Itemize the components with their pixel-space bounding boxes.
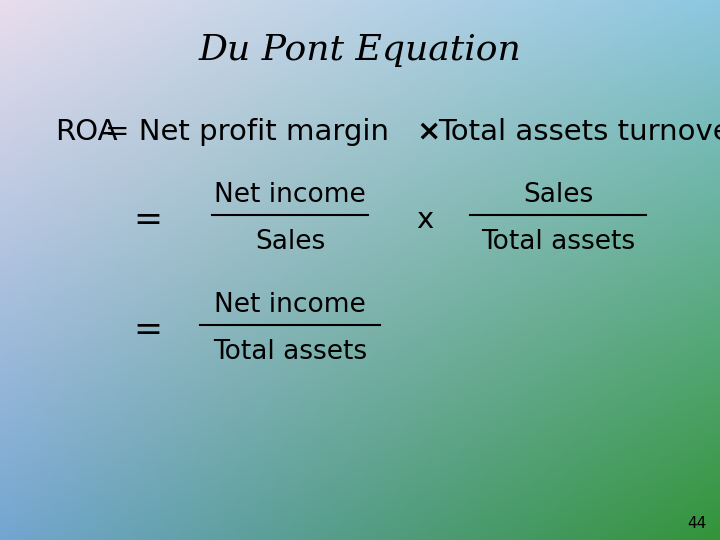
Text: 44: 44 xyxy=(687,516,706,531)
Text: Net income: Net income xyxy=(214,182,366,208)
Text: ROA: ROA xyxy=(55,118,117,146)
Text: Total assets turnover: Total assets turnover xyxy=(438,118,720,146)
Text: x: x xyxy=(416,206,433,234)
Text: =: = xyxy=(133,313,163,347)
Text: Sales: Sales xyxy=(523,182,593,208)
Text: =: = xyxy=(133,203,163,237)
Text: = Net profit margin: = Net profit margin xyxy=(105,118,389,146)
Text: Net income: Net income xyxy=(214,292,366,318)
Text: Total assets: Total assets xyxy=(481,229,635,255)
Text: ×: × xyxy=(416,118,441,146)
Text: Du Pont Equation: Du Pont Equation xyxy=(199,33,521,67)
Text: Sales: Sales xyxy=(255,229,325,255)
Text: Total assets: Total assets xyxy=(213,339,367,365)
